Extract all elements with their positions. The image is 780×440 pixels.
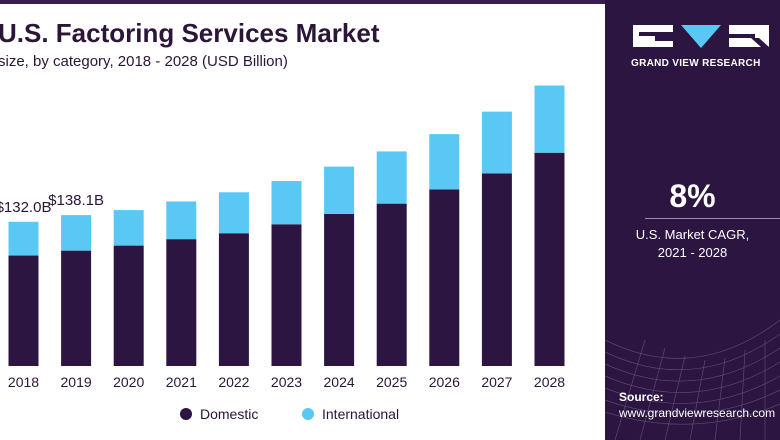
side-panel: GRAND VIEW RESEARCH 8% U.S. Market CAGR,… <box>605 0 780 440</box>
bar-chart: 2018 2019 2020 2021 2022 2023 2024 2025 2026 2027… <box>0 85 565 422</box>
bar-international-2020 <box>113 210 144 246</box>
cagr-label-line1: U.S. Market CAGR, <box>635 227 750 242</box>
bar-domestic-2021 <box>166 239 197 366</box>
source-url[interactable]: www.grandviewresearch.com <box>619 406 776 420</box>
brand-name: GRAND VIEW RESEARCH <box>631 58 761 69</box>
cagr-label-line2: 2021 - 2028 <box>657 245 728 260</box>
grand-view-research-logo <box>633 25 769 48</box>
bar-domestic-2022 <box>218 233 249 366</box>
chart-title: U.S. Factoring Services Market <box>0 18 380 48</box>
data-label-2019: $138.1B <box>48 192 104 209</box>
bar-international-2023 <box>271 181 302 225</box>
bar-international-2021 <box>166 201 197 240</box>
bar-domestic-2018 <box>8 255 39 366</box>
bar-domestic-2028 <box>534 152 565 366</box>
source-label: Source: <box>619 390 664 404</box>
x-tick-label-2021: 2021 <box>166 374 197 390</box>
bar-international-2026 <box>429 134 460 190</box>
bar-domestic-2027 <box>481 173 512 366</box>
x-tick-label-2019: 2019 <box>61 374 92 390</box>
bar-domestic-2019 <box>61 250 92 366</box>
cagr-divider <box>645 218 780 219</box>
bar-international-2019 <box>61 215 92 251</box>
x-tick-label-2027: 2027 <box>481 374 512 390</box>
cagr-value: 8% <box>669 178 716 214</box>
x-tick-label-2018: 2018 <box>8 374 39 390</box>
bar-domestic-2023 <box>271 224 302 366</box>
bar-domestic-2025 <box>376 203 407 366</box>
x-tick-label-2024: 2024 <box>324 374 355 390</box>
legend-label-domestic: Domestic <box>200 406 258 422</box>
x-tick-label-2028: 2028 <box>534 374 565 390</box>
bar-international-2022 <box>218 192 249 234</box>
legend-marker-domestic <box>180 408 192 420</box>
bar-international-2024 <box>324 166 355 214</box>
x-tick-label-2023: 2023 <box>271 374 302 390</box>
cagr-label: U.S. Market CAGR, 2021 - 2028 <box>605 226 780 262</box>
bar-domestic-2024 <box>324 213 355 366</box>
data-label-2018: $132.0B <box>0 199 51 216</box>
bar-domestic-2026 <box>429 189 460 366</box>
chart-subtitle: size, by category, 2018 - 2028 (USD Bill… <box>0 53 288 70</box>
x-tick-label-2020: 2020 <box>113 374 144 390</box>
bar-international-2027 <box>481 111 512 174</box>
grid-mesh-decoration <box>605 319 780 440</box>
bar-domestic-2020 <box>113 245 144 366</box>
x-tick-label-2022: 2022 <box>218 374 249 390</box>
legend-marker-international <box>302 408 314 420</box>
x-tick-label-2026: 2026 <box>429 374 460 390</box>
legend-label-international: International <box>322 406 399 422</box>
bar-international-2028 <box>534 85 565 153</box>
bar-international-2025 <box>376 151 407 204</box>
bar-international-2018 <box>8 221 39 256</box>
top-rule <box>0 0 605 4</box>
x-tick-label-2025: 2025 <box>376 374 407 390</box>
